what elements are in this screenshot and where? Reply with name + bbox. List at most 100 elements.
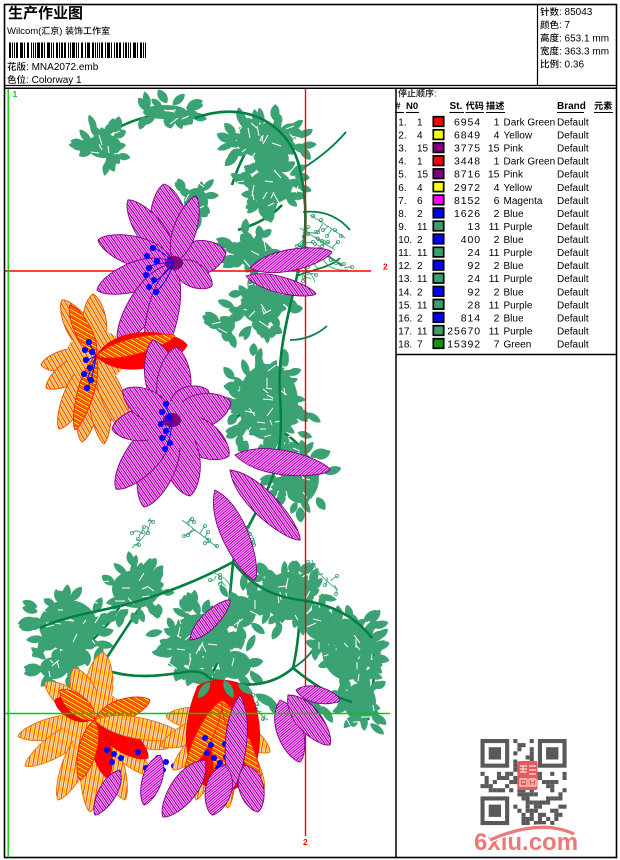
svg-text:Default: Default bbox=[557, 144, 589, 155]
svg-text:13: 13 bbox=[468, 221, 481, 233]
svg-text:11: 11 bbox=[489, 221, 500, 233]
svg-text::: : bbox=[26, 75, 32, 86]
svg-text:): ) bbox=[59, 26, 65, 37]
svg-text:11: 11 bbox=[489, 326, 500, 338]
svg-text:92: 92 bbox=[468, 260, 481, 272]
svg-text:15392: 15392 bbox=[447, 339, 481, 351]
svg-text:5.: 5. bbox=[398, 170, 406, 181]
svg-text:#: # bbox=[395, 101, 401, 112]
svg-text:Brand: Brand bbox=[557, 101, 586, 112]
svg-text:15: 15 bbox=[417, 144, 429, 155]
svg-text:Default: Default bbox=[557, 170, 589, 181]
svg-text:25670: 25670 bbox=[447, 326, 481, 338]
svg-text:Purple: Purple bbox=[504, 248, 533, 259]
svg-text:: 85043: : 85043 bbox=[559, 7, 593, 18]
svg-text:Blue: Blue bbox=[504, 287, 524, 298]
svg-text:9.: 9. bbox=[398, 222, 406, 233]
svg-text:2: 2 bbox=[494, 312, 500, 324]
svg-text:Dark Green: Dark Green bbox=[504, 157, 556, 168]
svg-text:: 0.36: : 0.36 bbox=[559, 59, 584, 70]
svg-text:7: 7 bbox=[494, 339, 500, 351]
svg-text:3.: 3. bbox=[398, 144, 406, 155]
svg-text:Blue: Blue bbox=[504, 261, 524, 272]
svg-text:St.: St. bbox=[450, 101, 463, 112]
svg-text:2.: 2. bbox=[398, 131, 406, 142]
svg-text:2: 2 bbox=[303, 837, 308, 847]
svg-text:2: 2 bbox=[417, 287, 423, 298]
svg-text:Blue: Blue bbox=[504, 235, 524, 246]
svg-text:3448: 3448 bbox=[454, 156, 481, 168]
svg-text:18.: 18. bbox=[398, 340, 412, 351]
svg-text:7.: 7. bbox=[398, 196, 406, 207]
svg-text:8.: 8. bbox=[398, 209, 406, 220]
svg-text:11: 11 bbox=[417, 327, 428, 338]
svg-text:Default: Default bbox=[557, 222, 589, 233]
svg-text:3775: 3775 bbox=[454, 143, 481, 155]
svg-text:Purple: Purple bbox=[504, 222, 533, 233]
svg-text:Default: Default bbox=[557, 327, 589, 338]
svg-text::: : bbox=[434, 89, 437, 100]
svg-text:Dark Green: Dark Green bbox=[504, 118, 556, 129]
svg-text:Default: Default bbox=[557, 131, 589, 142]
svg-text:7: 7 bbox=[417, 340, 423, 351]
svg-text:11: 11 bbox=[489, 247, 500, 259]
svg-text:814: 814 bbox=[461, 312, 481, 324]
svg-text:: 363.3 mm: : 363.3 mm bbox=[559, 46, 609, 57]
svg-text:2: 2 bbox=[494, 286, 500, 298]
svg-text::: : bbox=[26, 62, 32, 73]
svg-text:Colorway 1: Colorway 1 bbox=[32, 75, 82, 86]
svg-text:Default: Default bbox=[557, 235, 589, 246]
svg-text:1: 1 bbox=[417, 157, 423, 168]
svg-text:1: 1 bbox=[494, 117, 500, 129]
svg-text:10.: 10. bbox=[398, 235, 412, 246]
svg-text:2: 2 bbox=[383, 262, 388, 272]
svg-text:15.: 15. bbox=[398, 300, 412, 311]
svg-text:Default: Default bbox=[557, 287, 589, 298]
svg-text:17.: 17. bbox=[398, 327, 412, 338]
svg-text:Yellow: Yellow bbox=[504, 183, 533, 194]
svg-text:2: 2 bbox=[494, 208, 500, 220]
svg-text:4: 4 bbox=[417, 183, 423, 194]
svg-text:Purple: Purple bbox=[504, 274, 533, 285]
svg-text:6: 6 bbox=[494, 195, 500, 207]
svg-text:Default: Default bbox=[557, 300, 589, 311]
svg-text:Default: Default bbox=[557, 157, 589, 168]
svg-text:Magenta: Magenta bbox=[504, 196, 543, 207]
svg-text:6954: 6954 bbox=[454, 117, 481, 129]
svg-text:1: 1 bbox=[417, 118, 423, 129]
svg-text:6.: 6. bbox=[398, 183, 406, 194]
svg-text:1: 1 bbox=[13, 89, 18, 99]
svg-text:4: 4 bbox=[494, 182, 500, 194]
svg-text:Pink: Pink bbox=[504, 144, 524, 155]
svg-text:4: 4 bbox=[417, 131, 423, 142]
svg-text:2: 2 bbox=[494, 260, 500, 272]
svg-text:28: 28 bbox=[468, 299, 481, 311]
svg-text:13.: 13. bbox=[398, 274, 412, 285]
svg-text:11: 11 bbox=[417, 222, 428, 233]
svg-text:Wilcom(: Wilcom( bbox=[7, 26, 42, 37]
svg-text:14.: 14. bbox=[398, 287, 412, 298]
svg-text:: 653.1 mm: : 653.1 mm bbox=[559, 33, 609, 44]
svg-text:Default: Default bbox=[557, 340, 589, 351]
svg-text:: 7: : 7 bbox=[559, 20, 571, 31]
svg-text:Pink: Pink bbox=[504, 170, 524, 181]
svg-text:Yellow: Yellow bbox=[504, 131, 533, 142]
svg-text:2972: 2972 bbox=[454, 182, 481, 194]
svg-text:4: 4 bbox=[494, 130, 500, 142]
svg-text:2: 2 bbox=[417, 235, 423, 246]
svg-text:24: 24 bbox=[468, 273, 481, 285]
svg-text:4.: 4. bbox=[398, 157, 406, 168]
svg-text:Green: Green bbox=[504, 340, 532, 351]
svg-text:Default: Default bbox=[557, 313, 589, 324]
svg-text:Default: Default bbox=[557, 118, 589, 129]
svg-text:Default: Default bbox=[557, 209, 589, 220]
svg-text:1: 1 bbox=[494, 156, 500, 168]
svg-text:11: 11 bbox=[417, 248, 428, 259]
svg-text:15: 15 bbox=[417, 170, 429, 181]
svg-text:2: 2 bbox=[417, 261, 423, 272]
svg-text:1.: 1. bbox=[398, 118, 406, 129]
svg-text:MNA2072.emb: MNA2072.emb bbox=[32, 62, 99, 73]
svg-text:11: 11 bbox=[489, 273, 500, 285]
svg-text:Default: Default bbox=[557, 183, 589, 194]
svg-text:2: 2 bbox=[494, 234, 500, 246]
